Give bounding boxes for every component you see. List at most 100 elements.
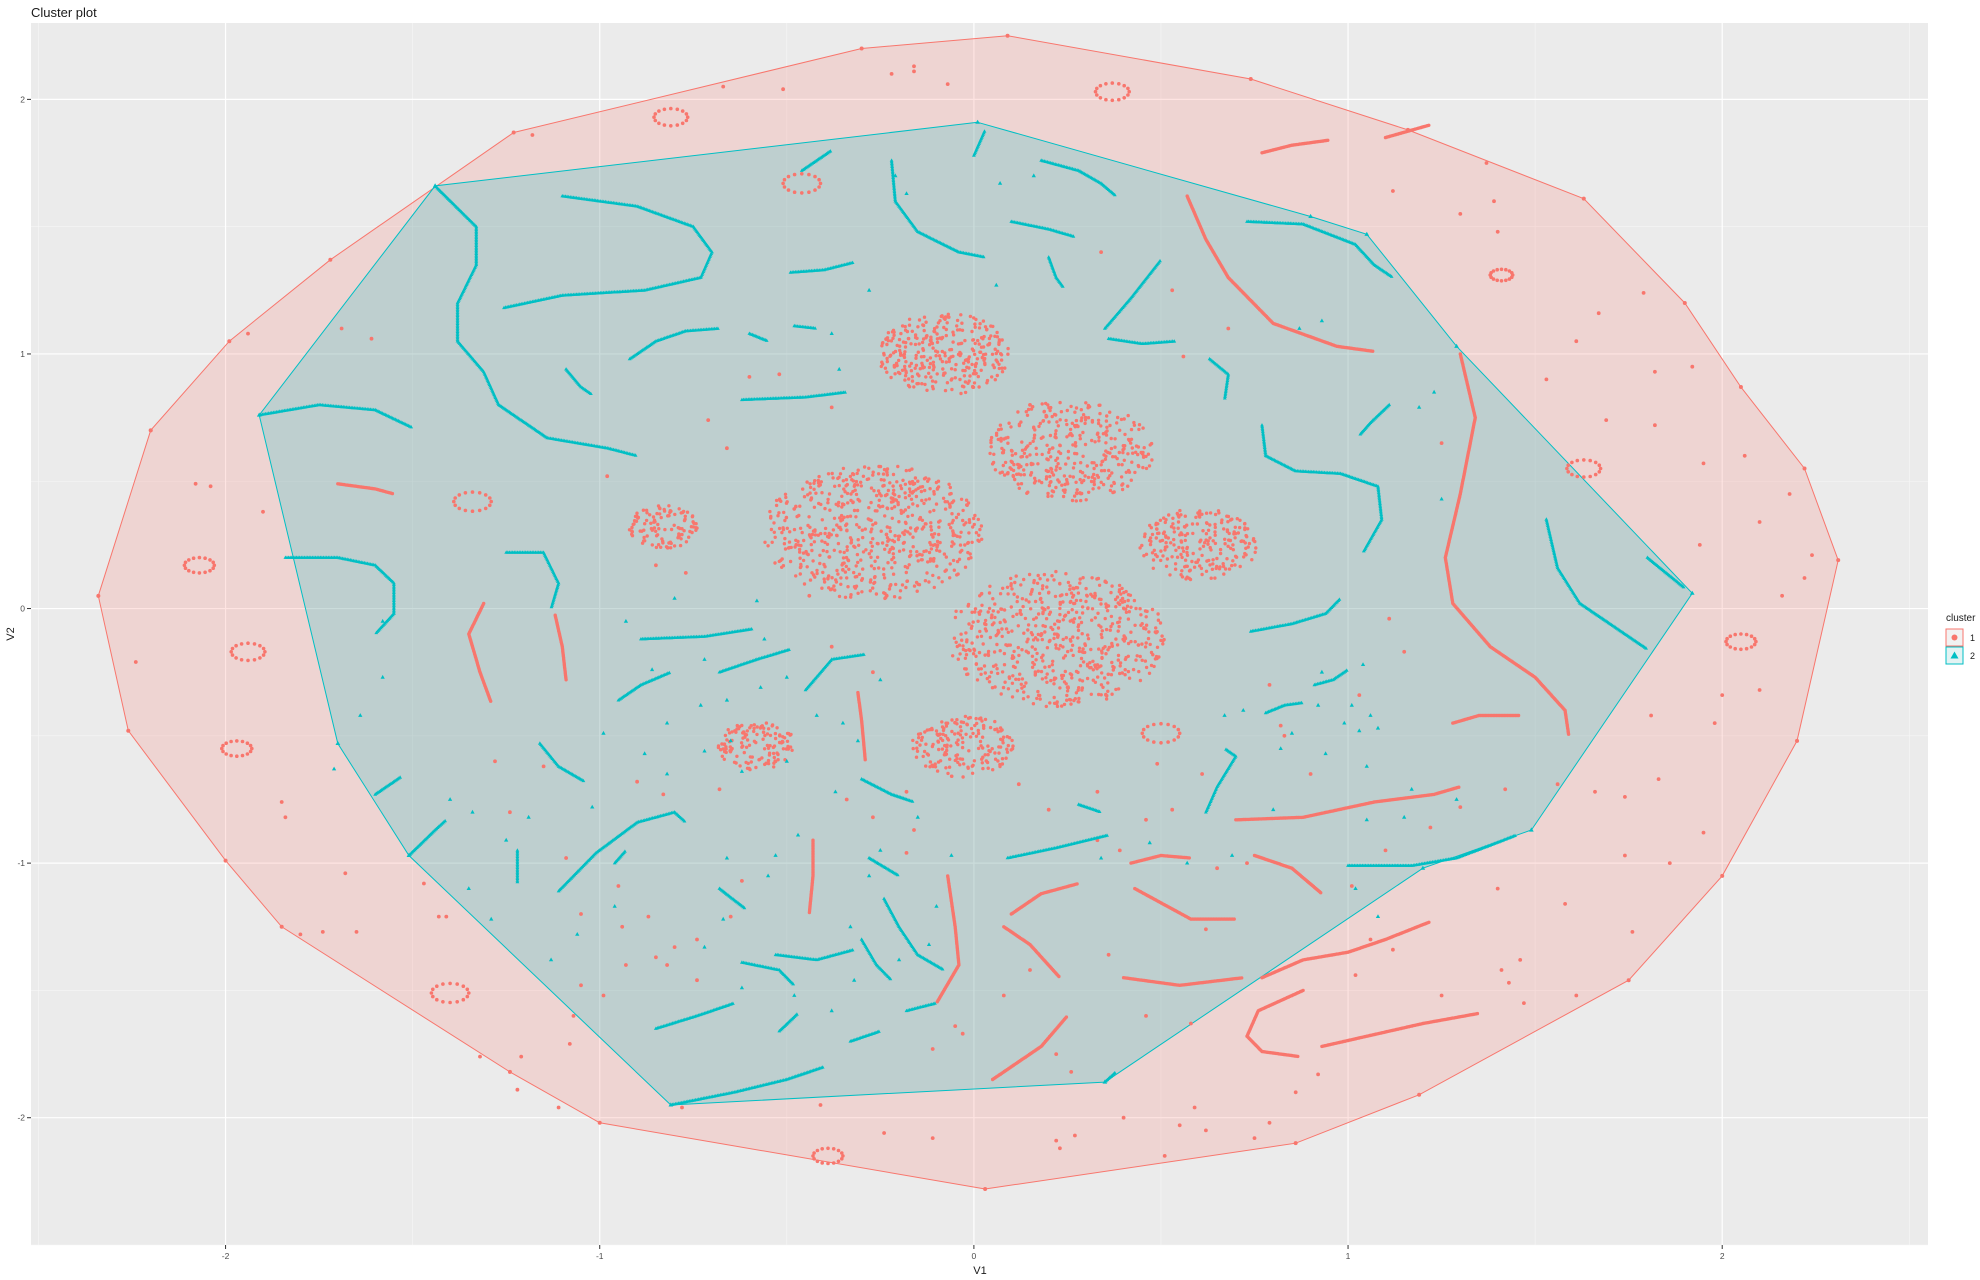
cluster-1-point xyxy=(993,602,997,606)
cluster-1-point xyxy=(1593,789,1597,794)
cluster-1-point xyxy=(1149,539,1153,544)
cluster-1-point xyxy=(642,535,646,540)
cluster-1-point xyxy=(1200,553,1204,558)
cluster-1-point xyxy=(879,478,883,482)
cluster-1-point xyxy=(1002,608,1007,612)
cluster-1-point xyxy=(958,652,962,656)
cluster-1-point xyxy=(1151,653,1155,657)
cluster-1-point xyxy=(1109,614,1114,619)
cluster-1-point xyxy=(1143,532,1147,536)
cluster-1-point xyxy=(1170,807,1175,812)
cluster-1-point xyxy=(834,502,838,506)
cluster-1-point xyxy=(989,334,993,338)
cluster-1-point xyxy=(925,358,929,362)
cluster-1-point xyxy=(1110,622,1115,626)
cluster-1-point xyxy=(1028,968,1032,972)
cluster-1-point xyxy=(1068,427,1073,432)
cluster-1-point xyxy=(1127,610,1132,614)
cluster-1-point xyxy=(229,753,233,758)
cluster-1-point xyxy=(881,504,885,508)
cluster-1-point xyxy=(907,323,912,327)
cluster-1-point xyxy=(650,543,654,547)
cluster-1-point xyxy=(951,558,956,563)
cluster-1-point xyxy=(780,739,785,744)
cluster-1-point xyxy=(643,522,647,526)
cluster-1-point xyxy=(865,477,869,482)
cluster-1-point xyxy=(949,378,953,382)
cluster-1-point xyxy=(1036,638,1040,642)
cluster-1-point xyxy=(932,585,936,590)
cluster-1-point xyxy=(948,492,952,496)
cluster-1-point xyxy=(250,746,254,751)
cluster-1-point xyxy=(1163,520,1168,525)
cluster-1-point xyxy=(738,764,742,768)
cluster-1-point xyxy=(672,945,677,949)
cluster-1-point xyxy=(990,613,994,617)
cluster-1-point xyxy=(1227,531,1231,536)
hull-vertex-point xyxy=(1308,213,1313,218)
cluster-1-point xyxy=(931,346,935,350)
cluster-1-point xyxy=(1097,665,1101,669)
cluster-1-point xyxy=(1124,470,1129,474)
cluster-1-point xyxy=(1204,511,1209,515)
cluster-1-point xyxy=(1104,693,1108,697)
cluster-1-point xyxy=(1058,443,1062,448)
hull-vertex-point xyxy=(983,1186,988,1191)
cluster-1-point xyxy=(771,745,776,750)
cluster-1-point xyxy=(665,963,669,967)
cluster-1-point xyxy=(1570,460,1574,465)
cluster-1-point xyxy=(672,544,677,548)
cluster-1-point xyxy=(1566,463,1570,468)
cluster-1-point xyxy=(1099,632,1104,637)
cluster-1-point xyxy=(1090,438,1094,443)
cluster-1-point xyxy=(995,373,999,378)
cluster-1-point xyxy=(1015,599,1019,604)
cluster-1-point xyxy=(1218,551,1223,556)
cluster-1-point xyxy=(248,749,253,754)
cluster-1-point xyxy=(949,367,954,371)
cluster-1-point xyxy=(953,376,957,380)
cluster-1-point xyxy=(906,530,910,534)
cluster-1-point xyxy=(862,465,867,469)
cluster-1-point xyxy=(919,738,924,742)
cluster-1-point xyxy=(1051,669,1055,673)
cluster-1-point xyxy=(984,622,988,627)
cluster-1-point xyxy=(970,610,974,614)
cluster-1-point xyxy=(867,466,871,470)
cluster-1-point xyxy=(993,685,997,689)
cluster-1-point xyxy=(1069,591,1074,595)
cluster-1-point xyxy=(880,344,884,348)
cluster-1-point xyxy=(971,620,975,624)
cluster-1-point xyxy=(1127,89,1131,94)
cluster-1-point xyxy=(886,331,891,335)
cluster-1-point xyxy=(887,587,892,591)
cluster-1-point xyxy=(940,359,945,364)
cluster-1-point xyxy=(953,615,958,620)
cluster-1-point xyxy=(912,69,916,74)
cluster-1-point xyxy=(1011,614,1015,619)
cluster-1-point xyxy=(191,570,196,575)
cluster-1-point xyxy=(879,494,883,498)
cluster-1-point xyxy=(1069,404,1073,409)
cluster-1-point xyxy=(877,464,881,469)
cluster-1-point xyxy=(1209,576,1213,580)
cluster-1-point xyxy=(904,570,908,575)
cluster-1-point xyxy=(823,540,827,545)
cluster-1-point xyxy=(743,735,747,739)
cluster-1-point xyxy=(959,352,963,356)
cluster-1-point xyxy=(1122,634,1126,638)
cluster-1-point xyxy=(1020,648,1024,652)
cluster-1-point xyxy=(1047,612,1052,616)
cluster-1-point xyxy=(861,567,865,571)
cluster-1-point xyxy=(1017,653,1021,658)
cluster-1-point xyxy=(1208,563,1212,567)
cluster-1-point xyxy=(975,635,980,639)
cluster-1-point xyxy=(841,567,845,572)
cluster-1-point xyxy=(683,514,687,518)
cluster-1-point xyxy=(1090,475,1095,479)
cluster-1-point xyxy=(1024,681,1028,685)
cluster-1-point xyxy=(1005,585,1010,589)
cluster-1-point xyxy=(965,638,969,642)
cluster-1-point xyxy=(182,563,187,568)
cluster-1-point xyxy=(939,736,943,741)
